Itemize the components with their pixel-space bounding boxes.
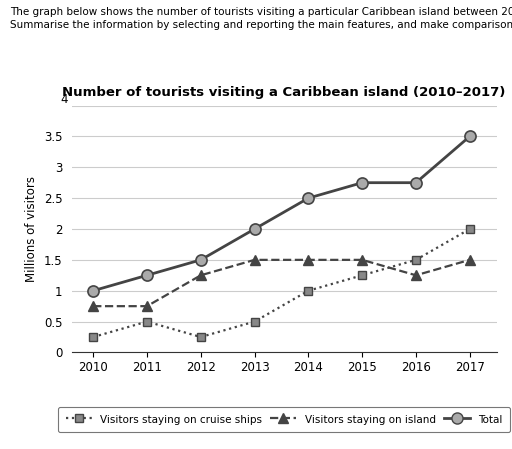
Text: 4: 4 (60, 92, 68, 106)
Text: Summarise the information by selecting and reporting the main features, and make: Summarise the information by selecting a… (10, 20, 512, 30)
Y-axis label: Millions of visitors: Millions of visitors (26, 176, 38, 282)
Title: Number of tourists visiting a Caribbean island (2010–2017): Number of tourists visiting a Caribbean … (62, 86, 506, 99)
Text: The graph below shows the number of tourists visiting a particular Caribbean isl: The graph below shows the number of tour… (10, 7, 512, 17)
Legend: Visitors staying on cruise ships, Visitors staying on island, Total: Visitors staying on cruise ships, Visito… (58, 407, 510, 432)
